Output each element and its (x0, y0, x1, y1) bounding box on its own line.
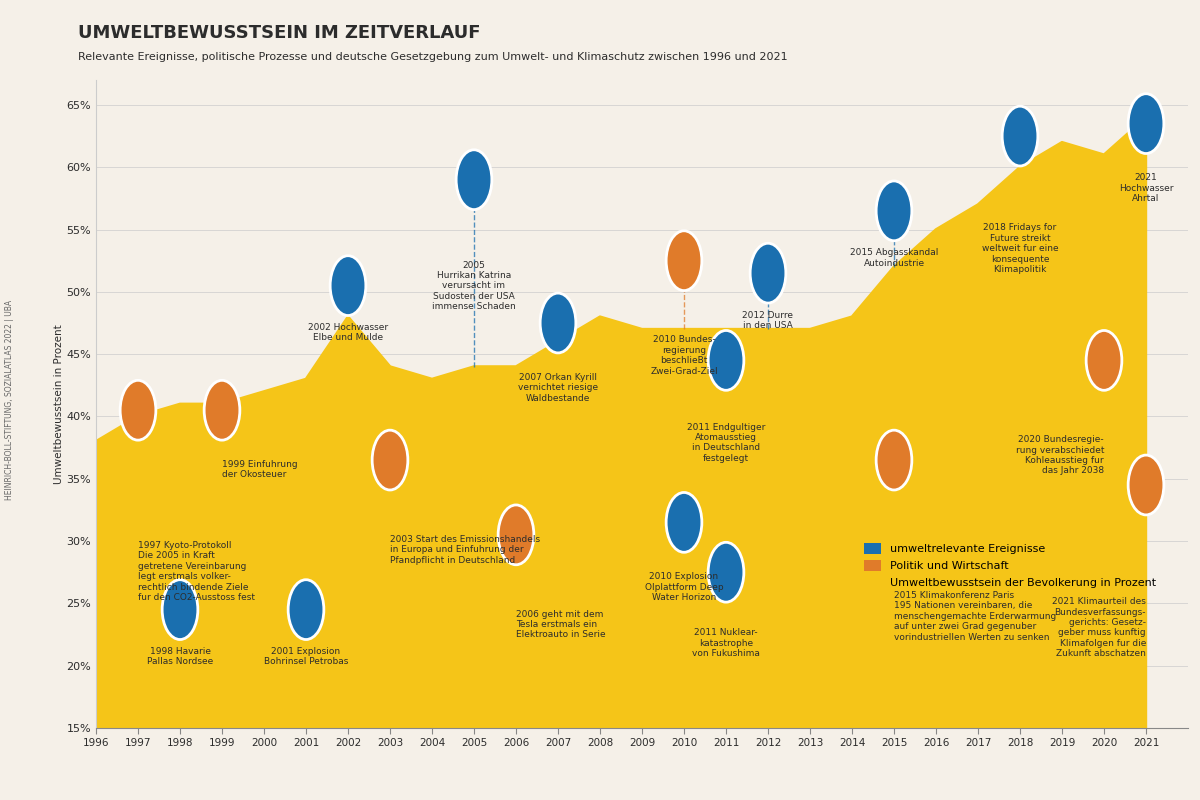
Text: 1997 Kyoto-Protokoll
Die 2005 in Kraft
getretene Vereinbarung
legt erstmals volk: 1997 Kyoto-Protokoll Die 2005 in Kraft g… (138, 541, 256, 602)
Text: 2015 Klimakonferenz Paris
195 Nationen vereinbaren, die
menschengemachte Erderwa: 2015 Klimakonferenz Paris 195 Nationen v… (894, 591, 1056, 642)
Text: UMWELTBEWUSSTSEIN IM ZEITVERLAUF: UMWELTBEWUSSTSEIN IM ZEITVERLAUF (78, 24, 480, 42)
Text: 2001 Explosion
Bohrinsel Petrobas: 2001 Explosion Bohrinsel Petrobas (264, 647, 348, 666)
Text: 1998 Havarie
Pallas Nordsee: 1998 Havarie Pallas Nordsee (146, 647, 214, 666)
Text: 2002 Hochwasser
Elbe und Mulde: 2002 Hochwasser Elbe und Mulde (308, 323, 388, 342)
Ellipse shape (750, 243, 786, 303)
Text: 2010 Bundes-
regierung
beschlieBt
Zwei-Grad-Ziel: 2010 Bundes- regierung beschlieBt Zwei-G… (650, 335, 718, 376)
Ellipse shape (1128, 455, 1164, 515)
Ellipse shape (708, 330, 744, 390)
Ellipse shape (162, 580, 198, 639)
Ellipse shape (666, 493, 702, 552)
Text: HEINRICH-BOLL-STIFTUNG, SOZIALATLAS 2022 | UBA: HEINRICH-BOLL-STIFTUNG, SOZIALATLAS 2022… (5, 300, 14, 500)
Text: 2021 Klimaurteil des
Bundesverfassungs-
gerichts: Gesetz-
geber muss kunftig
Kli: 2021 Klimaurteil des Bundesverfassungs- … (1052, 597, 1146, 658)
Ellipse shape (498, 505, 534, 565)
Text: 2005
Hurrikan Katrina
verursacht im
Sudosten der USA
immense Schaden: 2005 Hurrikan Katrina verursacht im Sudo… (432, 261, 516, 311)
Text: 2006 geht mit dem
Tesla erstmals ein
Elektroauto in Serie: 2006 geht mit dem Tesla erstmals ein Ele… (516, 610, 606, 639)
Ellipse shape (1128, 94, 1164, 154)
Ellipse shape (204, 380, 240, 440)
Ellipse shape (120, 380, 156, 440)
Text: Relevante Ereignisse, politische Prozesse und deutsche Gesetzgebung zum Umwelt- : Relevante Ereignisse, politische Prozess… (78, 52, 787, 62)
Text: 2018 Fridays for
Future streikt
weltweit fur eine
konsequente
Klimapolitik: 2018 Fridays for Future streikt weltweit… (982, 223, 1058, 274)
Ellipse shape (288, 580, 324, 639)
Text: 2015 Abgasskandal
Autoindustrie: 2015 Abgasskandal Autoindustrie (850, 248, 938, 268)
Text: 2012 Durre
in den USA: 2012 Durre in den USA (743, 310, 793, 330)
Text: 1999 Einfuhrung
der Okosteuer: 1999 Einfuhrung der Okosteuer (222, 460, 298, 479)
Ellipse shape (876, 430, 912, 490)
Ellipse shape (876, 181, 912, 241)
Ellipse shape (330, 256, 366, 315)
Legend: umweltrelevante Ereignisse, Politik und Wirtschaft, Umweltbewusstsein der Bevolk: umweltrelevante Ereignisse, Politik und … (860, 538, 1160, 593)
Ellipse shape (540, 293, 576, 353)
Text: 2011 Endgultiger
Atomausstieg
in Deutschland
festgelegt: 2011 Endgultiger Atomausstieg in Deutsch… (686, 422, 766, 463)
Text: 2011 Nuklear-
katastrophe
von Fukushima: 2011 Nuklear- katastrophe von Fukushima (692, 628, 760, 658)
Text: 2010 Explosion
Olplattform Deep
Water Horizon: 2010 Explosion Olplattform Deep Water Ho… (644, 572, 724, 602)
Ellipse shape (1086, 330, 1122, 390)
Ellipse shape (708, 542, 744, 602)
Ellipse shape (666, 230, 702, 290)
Text: 2021
Hochwasser
Ahrtal: 2021 Hochwasser Ahrtal (1118, 174, 1174, 203)
Y-axis label: Umweltbewusstsein in Prozent: Umweltbewusstsein in Prozent (54, 324, 64, 484)
Text: 2003 Start des Emissionshandels
in Europa und Einfuhrung der
Pfandpflicht in Deu: 2003 Start des Emissionshandels in Europ… (390, 535, 540, 565)
Text: 2007 Orkan Kyrill
vernichtet riesige
Waldbestande: 2007 Orkan Kyrill vernichtet riesige Wal… (518, 373, 598, 402)
Ellipse shape (1002, 106, 1038, 166)
Text: 2020 Bundesregie-
rung verabschiedet
Kohleausstieg fur
das Jahr 2038: 2020 Bundesregie- rung verabschiedet Koh… (1015, 435, 1104, 475)
Ellipse shape (372, 430, 408, 490)
Ellipse shape (456, 150, 492, 210)
